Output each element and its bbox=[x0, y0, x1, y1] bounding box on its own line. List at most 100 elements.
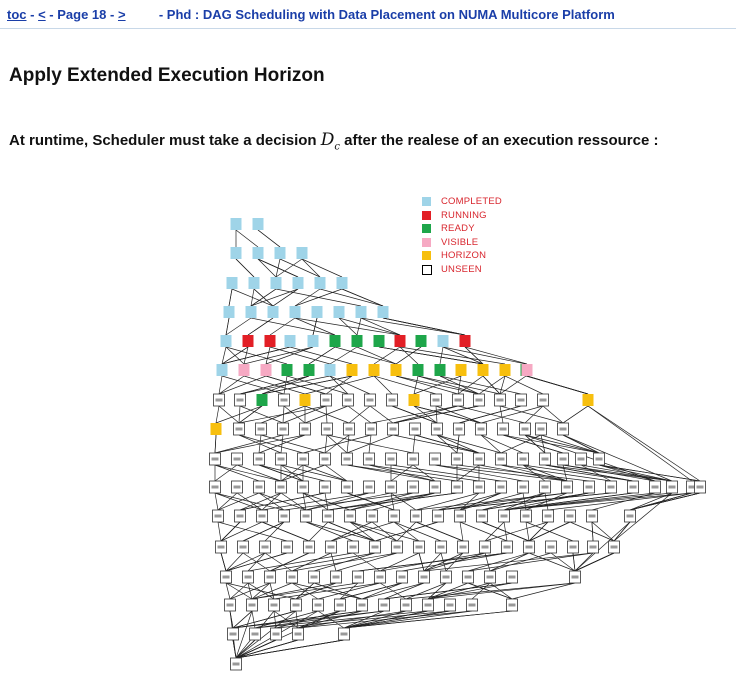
unseen-task-glyph bbox=[517, 398, 525, 402]
dag-edge bbox=[338, 317, 358, 336]
visible-task bbox=[238, 364, 250, 376]
unseen-task-glyph bbox=[229, 632, 237, 636]
previous-page-link[interactable]: < bbox=[38, 7, 46, 22]
dag-edge bbox=[417, 375, 480, 395]
next-page-link[interactable]: > bbox=[117, 7, 126, 22]
nav-separator: - bbox=[30, 7, 39, 22]
unseen-task-glyph bbox=[388, 398, 396, 402]
unseen-task-glyph bbox=[393, 545, 401, 549]
decision-variable: Dc bbox=[320, 130, 340, 152]
unseen-task-glyph bbox=[499, 427, 507, 431]
horizon-task bbox=[408, 394, 420, 406]
unseen-task-glyph bbox=[688, 485, 696, 489]
dag-edge bbox=[525, 521, 530, 542]
unseen-task-glyph bbox=[420, 575, 428, 579]
unseen-task-glyph bbox=[409, 485, 417, 489]
unseen-task-glyph bbox=[475, 485, 483, 489]
dag-edge bbox=[225, 552, 288, 572]
unseen-task-glyph bbox=[668, 485, 676, 489]
dag-edge bbox=[467, 552, 594, 572]
completed-task bbox=[324, 364, 336, 376]
dag-edge bbox=[238, 405, 263, 424]
dag-edge bbox=[304, 405, 349, 424]
ready-task bbox=[329, 335, 341, 347]
decision-variable-letter: D bbox=[320, 130, 335, 150]
unseen-task-glyph bbox=[411, 427, 419, 431]
completed-task bbox=[355, 306, 367, 318]
dag-edge bbox=[457, 375, 462, 395]
unseen-task-glyph bbox=[233, 457, 241, 461]
dag-edge bbox=[374, 521, 439, 542]
unseen-task-glyph bbox=[280, 398, 288, 402]
dag-edge bbox=[225, 582, 231, 600]
unseen-task-glyph bbox=[301, 427, 309, 431]
dag-edge bbox=[261, 375, 353, 395]
dag-edge bbox=[371, 521, 398, 542]
unseen-task-glyph bbox=[236, 514, 244, 518]
dag-edge bbox=[229, 582, 271, 600]
unseen-task-glyph bbox=[389, 427, 397, 431]
unseen-task-glyph bbox=[519, 485, 527, 489]
dag-edge bbox=[218, 375, 267, 395]
unseen-task-glyph bbox=[354, 575, 362, 579]
unseen-task-glyph bbox=[258, 514, 266, 518]
dag-edge bbox=[273, 582, 381, 600]
dag-edge bbox=[360, 317, 401, 336]
dag-edge bbox=[390, 464, 414, 482]
dag-edge bbox=[480, 434, 524, 454]
completed-task bbox=[267, 306, 279, 318]
dag-edge bbox=[349, 521, 398, 542]
unseen-task-glyph bbox=[343, 457, 351, 461]
dag-edge bbox=[294, 288, 343, 307]
dag-edge bbox=[319, 288, 384, 307]
unseen-task-glyph bbox=[371, 545, 379, 549]
dag-edge bbox=[264, 521, 285, 542]
unseen-task-glyph bbox=[255, 457, 263, 461]
unseen-task-glyph bbox=[365, 457, 373, 461]
dag-edge bbox=[214, 492, 219, 511]
dag-edge bbox=[272, 288, 299, 307]
dag-edge bbox=[257, 258, 277, 278]
dag-edge bbox=[254, 610, 319, 629]
unseen-task-glyph bbox=[629, 485, 637, 489]
unseen-task-glyph bbox=[437, 545, 445, 549]
dag-edge bbox=[413, 375, 419, 395]
toc-link[interactable]: toc bbox=[7, 7, 27, 22]
unseen-task-glyph bbox=[475, 398, 483, 402]
unseen-task-glyph bbox=[589, 545, 597, 549]
dag-edge bbox=[574, 521, 631, 572]
dag-edge bbox=[275, 258, 303, 278]
dag-edge bbox=[361, 582, 403, 600]
dag-edge bbox=[435, 405, 482, 424]
dag-edge bbox=[215, 405, 263, 424]
unseen-task-glyph bbox=[321, 457, 329, 461]
dag-edge bbox=[261, 492, 282, 511]
dag-edge bbox=[383, 582, 425, 600]
dag-edge bbox=[480, 405, 544, 424]
running-task bbox=[242, 335, 254, 347]
horizon-task bbox=[499, 364, 511, 376]
ready-task bbox=[415, 335, 427, 347]
horizon-task bbox=[368, 364, 380, 376]
unseen-task-glyph bbox=[464, 575, 472, 579]
unseen-task-glyph bbox=[571, 575, 579, 579]
legend-swatch bbox=[422, 197, 431, 206]
dag-edge bbox=[218, 405, 240, 424]
completed-task bbox=[226, 277, 238, 289]
dag-edge bbox=[217, 492, 260, 511]
dag-edge bbox=[214, 434, 306, 454]
unseen-task-glyph bbox=[321, 485, 329, 489]
unseen-task-glyph bbox=[539, 398, 547, 402]
unseen-task-glyph bbox=[332, 575, 340, 579]
unseen-task-glyph bbox=[456, 514, 464, 518]
running-task bbox=[264, 335, 276, 347]
unseen-task-glyph bbox=[261, 545, 269, 549]
unseen-task-glyph bbox=[387, 457, 395, 461]
unseen-task-glyph bbox=[468, 603, 476, 607]
dag-edge bbox=[405, 582, 576, 600]
dag-edge bbox=[346, 492, 395, 511]
dag-edge bbox=[291, 552, 332, 572]
legend-label: READY bbox=[441, 223, 475, 234]
unseen-task-glyph bbox=[626, 514, 634, 518]
section-heading: Apply Extended Execution Horizon bbox=[9, 65, 325, 86]
